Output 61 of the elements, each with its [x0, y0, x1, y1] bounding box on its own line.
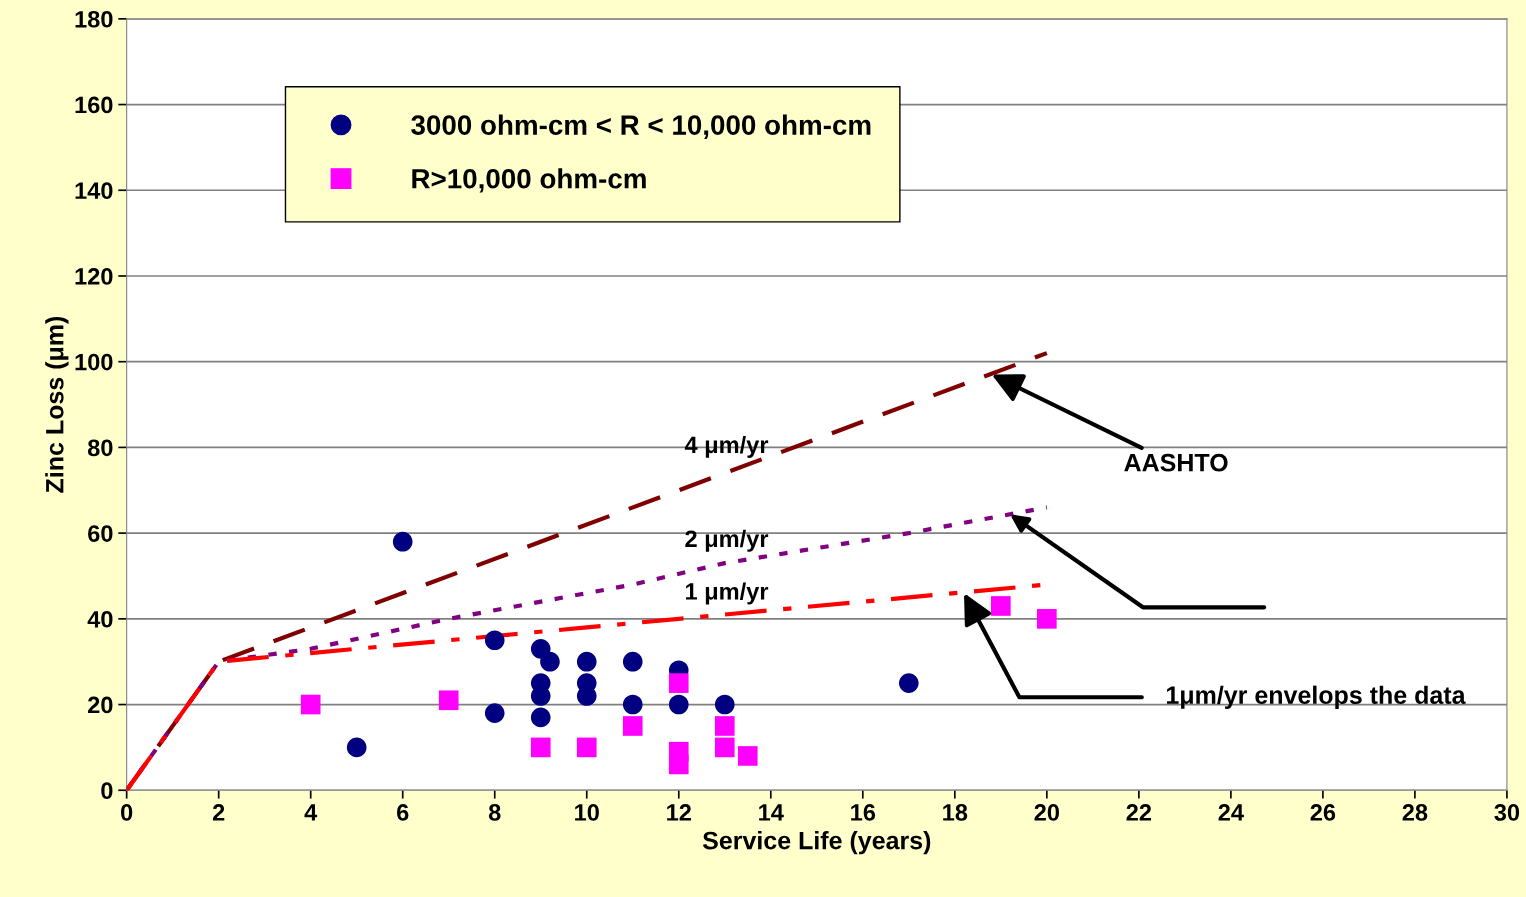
x-tick-label: 4: [304, 804, 318, 821]
x-tick-label: 28: [1402, 804, 1428, 821]
series-label: 2 μm/yr: [685, 529, 769, 552]
y-tick-label: 0: [101, 782, 113, 800]
point: [438, 690, 459, 711]
x-tick-label: 6: [397, 804, 409, 821]
x-tick-label: 2: [212, 804, 225, 821]
series-label: 4 μm/yr: [684, 435, 769, 458]
point: [622, 694, 643, 715]
x-tick-label: 16: [851, 804, 876, 821]
point: [576, 651, 597, 672]
point: [714, 737, 735, 758]
point: [622, 651, 643, 672]
point: [668, 694, 689, 715]
point: [668, 754, 689, 775]
annotation: AASHTO: [1124, 453, 1228, 472]
point: [530, 686, 551, 706]
y-tick-label: 60: [88, 525, 113, 542]
x-tick-label: 22: [1126, 804, 1152, 821]
point: [714, 694, 735, 715]
point: [898, 673, 919, 693]
y-tick-label: 180: [75, 10, 113, 28]
x-tick-label: 10: [575, 804, 599, 821]
point: [991, 596, 1011, 616]
point: [540, 651, 560, 672]
point: [392, 531, 413, 552]
x-tick-label: 12: [667, 804, 691, 821]
y-tick-label: 100: [75, 353, 113, 371]
legend-label: R>10,000 ohm-cm: [412, 168, 646, 193]
point: [484, 630, 505, 651]
point: [530, 737, 551, 758]
point: [530, 707, 551, 728]
y-tick-label: 140: [75, 182, 113, 200]
point: [576, 737, 597, 758]
point: [300, 694, 321, 715]
y-tick-label: 120: [75, 268, 113, 285]
y-tick-label: 20: [88, 696, 113, 714]
x-axis-title: Service Life (years): [702, 831, 931, 855]
point: [668, 673, 689, 693]
point: [622, 716, 643, 736]
x-tick-label: 26: [1310, 804, 1336, 821]
y-tick-label: 80: [87, 439, 113, 457]
point: [714, 716, 735, 736]
annotation: 1μm/yr envelops the data: [1166, 685, 1466, 709]
point: [346, 737, 367, 758]
point: [576, 686, 597, 706]
x-tick-label: 30: [1494, 804, 1520, 821]
series-label: 1 μm/yr: [685, 582, 769, 605]
x-tick-label: 18: [943, 804, 968, 821]
y-tick-label: 40: [87, 610, 113, 628]
x-tick-label: 20: [1034, 804, 1059, 821]
point: [484, 703, 505, 723]
point: [737, 746, 758, 766]
y-axis-title: Zinc Loss (μm): [45, 316, 69, 493]
x-tick-label: 8: [488, 804, 501, 821]
y-tick-label: 160: [75, 96, 113, 114]
x-tick-label: 14: [759, 804, 784, 821]
point: [1037, 609, 1057, 629]
legend-label: 3000 ohm-cm < R < 10,000 ohm-cm: [411, 114, 871, 139]
x-tick-label: 0: [121, 804, 133, 821]
x-tick-label: 24: [1218, 804, 1244, 821]
